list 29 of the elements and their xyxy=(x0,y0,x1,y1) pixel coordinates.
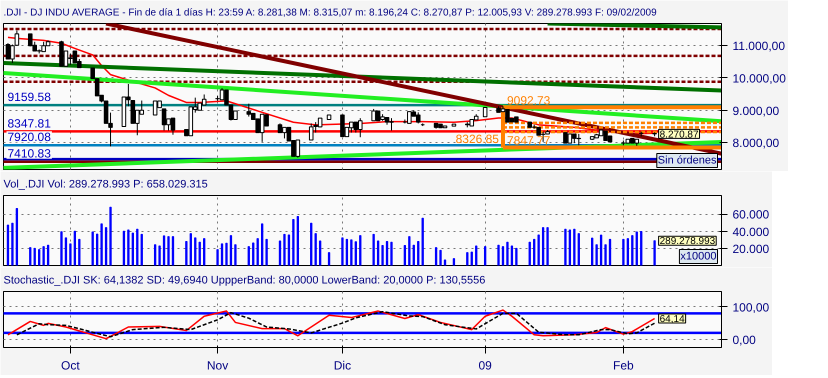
series-label: 9092.73 xyxy=(506,93,551,108)
chart-title: .DJI - DJ INDU AVERAGE - Fin de día 1 días H: 23:59 A: 8.281,38 M: 8.315,07 m: 8.196,24 C: 8.270,87 P: 12.005,93 V: 289.278.993 F: 09/02/2009 xyxy=(4,8,658,18)
y-tick-label: 10.000,00 xyxy=(732,71,786,86)
ref-line-label: 9159.58 xyxy=(8,90,52,104)
y-tick-label: 11.000,00 xyxy=(732,39,786,54)
ref-line-label: 7410.83 xyxy=(8,146,52,161)
y-tick-label: 20.000 xyxy=(732,242,770,256)
annotation: Sin órdenes xyxy=(658,154,717,166)
x-tick-label: 09 xyxy=(478,358,492,372)
series-label: 8326.85 xyxy=(456,132,500,146)
annotation: 289.278.993 xyxy=(660,236,716,248)
x-tick-label: Nov xyxy=(206,358,228,372)
series-label: 7847.77 xyxy=(506,134,551,148)
annotation: x10000 xyxy=(680,250,717,262)
y-tick-label: 40.000 xyxy=(732,224,770,239)
ref-line-label: 8347.81 xyxy=(8,116,52,130)
x-tick-label: Dic xyxy=(334,358,352,372)
y-tick-label: 100,00 xyxy=(732,300,770,314)
y-tick-label: 60.000 xyxy=(732,208,770,222)
x-tick-label: Feb xyxy=(613,358,634,372)
chart-title: Stochastic_.DJI SK: 64,1382 SD: 49,6940 UppperBand: 80,0000 LowerBand: 20,0000 P: 130,5556 xyxy=(4,274,486,286)
y-tick-label: 9.000,00 xyxy=(732,104,780,118)
chart-title: Vol_.DJI Vol: 289.278.993 P: 658.029.315 xyxy=(4,178,208,190)
annotation: 64,14 xyxy=(660,314,686,325)
ref-line-label: 7920.08 xyxy=(8,130,52,144)
annotation: 8.270,87 xyxy=(660,129,699,140)
y-tick-label: 0,00 xyxy=(732,332,756,347)
y-tick-label: 8.000,00 xyxy=(732,136,780,150)
x-tick-label: Oct xyxy=(61,358,80,372)
